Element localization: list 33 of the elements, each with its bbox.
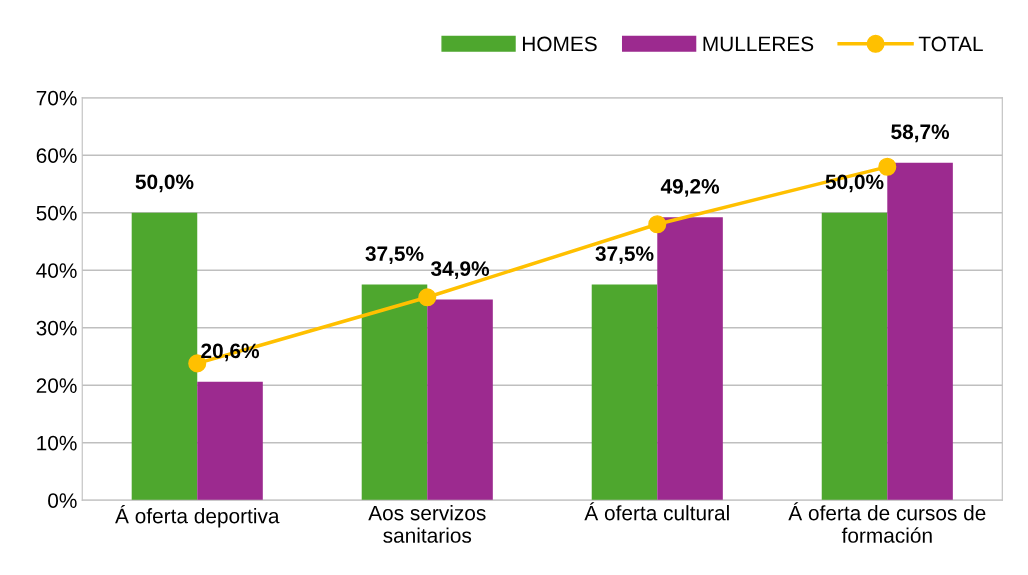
legend-label: TOTAL [918, 36, 983, 52]
x-tick-label: Aos servizos sanitarios [368, 505, 486, 543]
x-tick-label: Á oferta de cursos de formación [788, 502, 986, 543]
y-tick-label: 30% [36, 320, 77, 336]
bar [657, 217, 723, 501]
bar [427, 299, 493, 501]
data-label: 37,5% [365, 246, 424, 265]
point [648, 215, 667, 234]
y-tick-label: 50% [36, 205, 77, 221]
x-tick-label: Á oferta cultural [584, 502, 729, 521]
data-label: 58,7% [891, 124, 950, 143]
data-label: 34,9% [430, 261, 490, 280]
data-label: 37,5% [595, 246, 654, 265]
y-tick-label: 20% [36, 378, 77, 393]
x-tick-label: Á oferta deportiva [115, 505, 280, 528]
legend-label: HOMES [522, 36, 597, 52]
data-label: 50,0% [825, 174, 884, 193]
bar [197, 381, 263, 501]
bar [821, 212, 888, 501]
bar [361, 284, 428, 501]
bar [131, 212, 198, 501]
y-tick-label: 70% [36, 90, 77, 106]
y-tick-label: 10% [37, 435, 77, 451]
data-label: 49,2% [660, 179, 720, 197]
y-tick-label: 40% [36, 263, 77, 278]
point [418, 288, 437, 307]
data-label: 50,0% [135, 174, 194, 193]
legend-label: MULLERES [703, 36, 814, 52]
bar [591, 284, 658, 501]
bar [887, 162, 953, 501]
y-tick-label: 0% [48, 493, 77, 508]
y-tick-label: 60% [36, 148, 77, 163]
point [878, 157, 897, 176]
